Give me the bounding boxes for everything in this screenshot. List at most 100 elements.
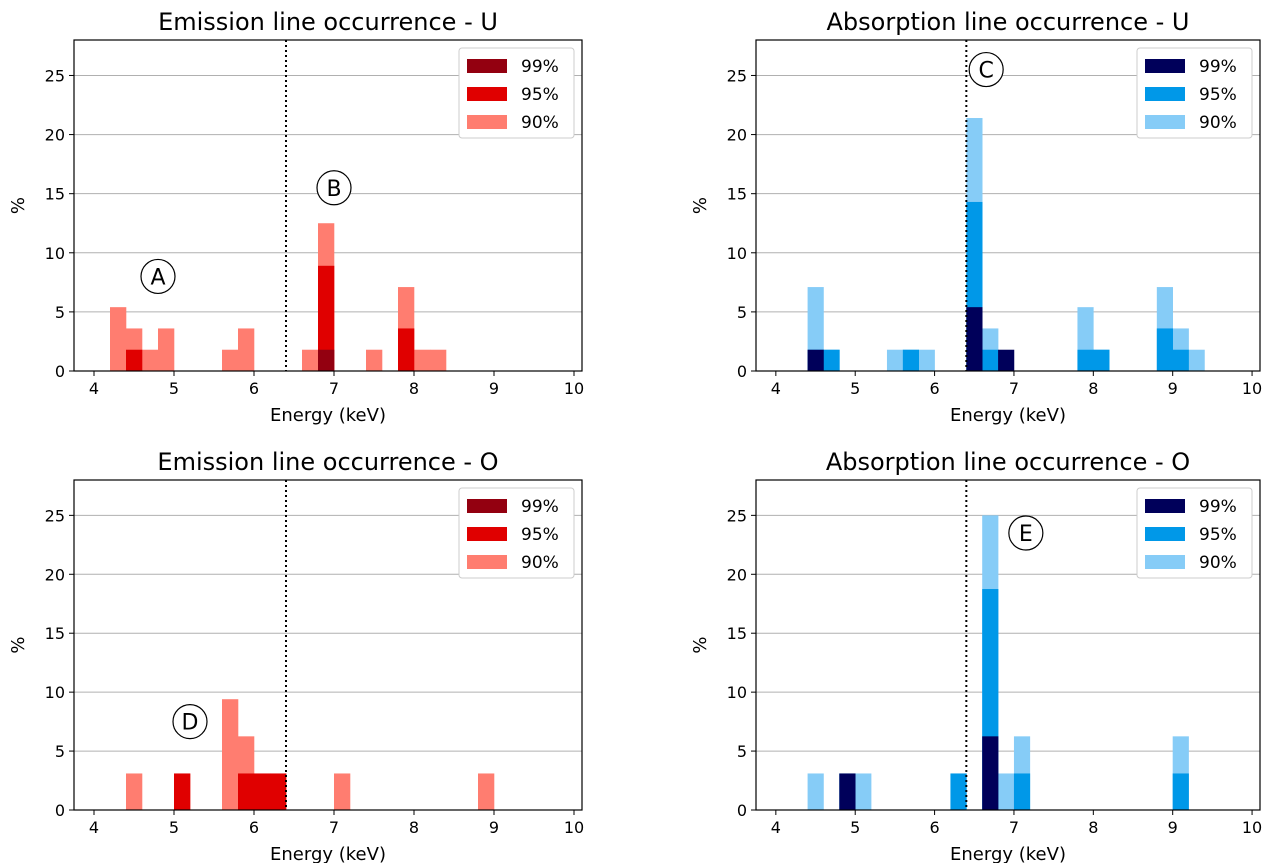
chart-title: Absorption line occurrence - U [827,8,1190,36]
panel-emission-u: Emission line occurrence - U Energy (keV… [8,8,584,426]
bar-90pct [158,328,175,371]
x-tick-label: 10 [564,818,584,837]
x-tick-label: 7 [1009,379,1019,398]
y-tick-label: 0 [55,801,65,820]
y-tick-label: 0 [55,362,65,381]
bar-90pct [222,349,239,371]
legend-entry: 90% [521,113,559,133]
x-tick-label: 9 [1168,379,1178,398]
x-tick-label: 8 [409,379,419,398]
y-tick-label: 5 [737,303,747,322]
bar-90pct [855,773,872,810]
annotation-label: E [1019,522,1033,547]
x-tick-label: 7 [1009,818,1019,837]
bar-90pct [886,349,904,371]
annotation-circle [1008,515,1044,551]
x-tick-label: 4 [771,379,781,398]
axes-frame [73,39,583,372]
legend-swatch [467,59,507,73]
bar-95pct [823,349,840,371]
bar-95pct [254,773,271,810]
y-tick-label: 20 [45,126,65,145]
legend-entry: 95% [1199,525,1237,545]
y-tick-label: 5 [55,303,65,322]
bar-99pct [982,736,999,810]
legend-entry: 99% [1199,497,1237,517]
y-axis-label: % [8,636,29,653]
y-tick-label: 10 [45,244,65,263]
y-tick-label: 25 [727,66,747,85]
bar-95pct [318,265,335,371]
legend-swatch [467,527,507,541]
bar-90pct [1188,349,1205,371]
legend-swatch [467,555,507,569]
x-tick-label: 6 [929,818,939,837]
bar-95pct [1093,349,1110,371]
x-tick-label: 7 [329,818,339,837]
bar-90pct [807,773,824,810]
y-tick-label: 20 [727,565,747,584]
bar-90pct [110,307,127,371]
axes-frame [755,479,1261,811]
bar-90pct [238,328,255,371]
legend-swatch [1145,499,1185,513]
axes-frame [73,479,583,811]
legend-entry: 99% [521,57,559,77]
bar-95pct [982,349,999,371]
x-tick-label: 9 [1168,818,1178,837]
y-axis-label: % [8,197,29,214]
bar-90pct [366,349,383,371]
legend-entry: 95% [521,525,559,545]
bar-95pct [1172,773,1189,810]
y-tick-label: 15 [727,624,747,643]
y-tick-label: 0 [737,362,747,381]
y-tick-label: 10 [727,244,747,263]
bar-90pct [302,349,319,371]
legend-swatch [1145,115,1185,129]
annotation-circle [172,704,208,740]
legend-swatch [467,115,507,129]
bar-95pct [174,773,191,810]
bar-95pct [1172,349,1189,371]
bar-95pct [126,349,143,371]
legend-entry: 90% [1199,113,1237,133]
annotation-circle [140,258,176,295]
bar-95pct [1077,349,1094,371]
annotation-circle [968,51,1004,88]
x-tick-label: 4 [771,818,781,837]
legend-entry: 90% [521,553,559,573]
x-axis-label: Energy (keV) [950,844,1066,863]
x-tick-label: 8 [409,818,419,837]
y-tick-label: 25 [45,66,65,85]
bar-90pct [126,773,143,810]
x-tick-label: 7 [329,379,339,398]
y-tick-label: 5 [737,742,747,761]
bar-90pct [998,773,1015,810]
bar-95pct [950,773,967,810]
x-tick-label: 10 [1242,379,1262,398]
bar-90pct [918,349,935,371]
bar-99pct [807,349,824,371]
x-tick-label: 5 [850,818,860,837]
bar-95pct [270,773,287,810]
bar-99pct [839,773,856,810]
y-tick-label: 15 [45,624,65,643]
axes-frame [755,39,1261,372]
bar-95pct [1013,773,1031,810]
annotation-label: D [182,711,199,736]
chart-title: Absorption line occurrence - O [826,448,1190,476]
legend-swatch [467,87,507,101]
x-axis-label: Energy (keV) [950,405,1066,426]
bar-90pct [414,349,431,371]
bar-99pct [998,349,1015,371]
y-tick-label: 25 [727,506,747,525]
x-tick-label: 9 [489,818,499,837]
x-tick-label: 4 [89,379,99,398]
bar-90pct [430,349,447,371]
legend-entry: 95% [521,85,559,105]
x-tick-label: 8 [1088,379,1098,398]
x-tick-label: 10 [1242,818,1262,837]
y-axis-label: % [690,636,711,653]
y-tick-label: 5 [55,742,65,761]
